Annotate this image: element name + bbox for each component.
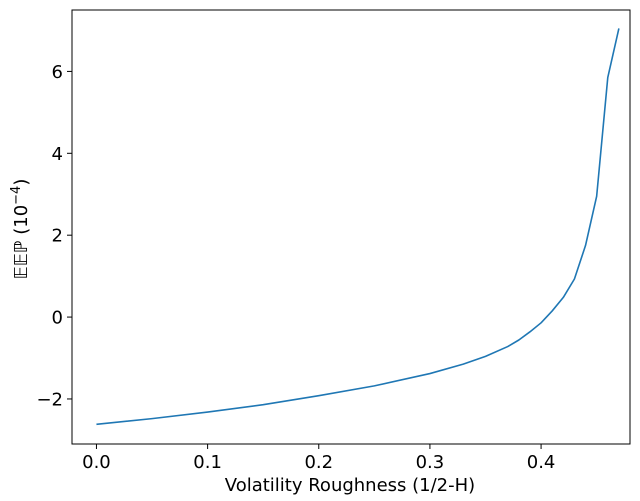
x-tick-label: 0.4: [527, 452, 556, 473]
y-axis-label: 𝔼𝔼ℙ (10−4): [9, 179, 32, 280]
y-tick-label: −2: [36, 389, 63, 410]
x-tick-label: 0.0: [82, 452, 111, 473]
x-axis-label: Volatility Roughness (1/2-H): [225, 475, 475, 496]
x-tick-label: 0.3: [416, 452, 445, 473]
y-axis-label-close: ): [11, 179, 32, 186]
x-tick-label: 0.1: [193, 452, 222, 473]
y-tick-label: 2: [52, 226, 63, 247]
series-layer: [96, 28, 620, 426]
x-tick-label: 0.2: [304, 452, 333, 473]
y-tick-label: 6: [52, 62, 63, 83]
y-axis-label-exponent: −4: [9, 186, 24, 205]
y-tick-label: 4: [52, 144, 63, 165]
axes: 0.0 0.1 0.2 0.3 0.4 −2 0 2 4 6: [36, 9, 631, 473]
series-line-0: [96, 28, 620, 426]
y-axis-label-main: 𝔼𝔼ℙ (10: [11, 205, 32, 280]
y-tick-label: 0: [52, 308, 63, 329]
axes-frame: [71, 9, 631, 445]
